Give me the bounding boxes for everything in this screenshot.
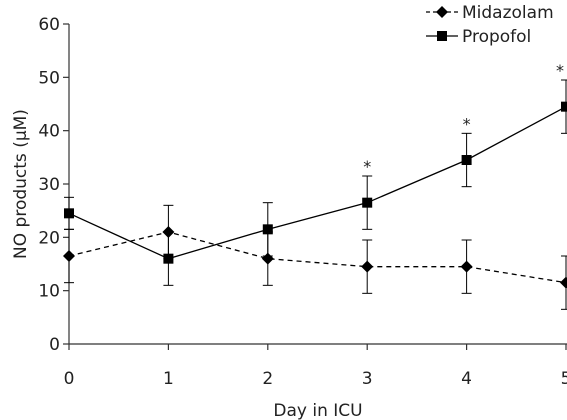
x-axis-title: Day in ICU [273, 401, 362, 420]
legend-marker [436, 6, 448, 18]
legend-label: Midazolam [462, 3, 554, 23]
propofol-line [68, 106, 567, 260]
axes: 0 10 20 30 40 50 60 0 1 2 3 4 5 Day in ICU NO products… [11, 15, 567, 420]
y-tick-label: 60 [38, 15, 60, 35]
series-group [63, 79, 567, 310]
x-tick-label: 4 [461, 369, 472, 389]
y-tick-label: 10 [38, 282, 60, 302]
legend-marker [437, 31, 447, 41]
y-axis-title: NO products (μM) [11, 109, 31, 259]
significance-marker: * [363, 157, 371, 176]
propofol-point [64, 208, 74, 219]
significance-marker: * [463, 114, 471, 133]
legend: Midazolam Propofol [426, 3, 554, 47]
x-tick-label: 0 [64, 369, 75, 389]
legend-item-midazolam: Midazolam [426, 3, 554, 23]
propofol-point [561, 101, 567, 112]
x-tick-label: 2 [262, 369, 273, 389]
propofol-point [362, 197, 373, 208]
midazolam-line [68, 231, 567, 284]
y-tick-label: 50 [38, 68, 60, 88]
annotations: * * * [363, 61, 564, 176]
series-midazolam [63, 204, 567, 310]
y-tick-label: 20 [38, 228, 60, 248]
legend-label: Propofol [462, 27, 531, 47]
x-tick-label: 3 [362, 369, 373, 389]
y-tick-label: 0 [49, 335, 60, 355]
series-propofol [64, 79, 567, 286]
midazolam-point [560, 276, 567, 289]
propofol-point [461, 155, 472, 165]
y-tick-label: 30 [38, 175, 60, 195]
propofol-point [163, 253, 174, 264]
propofol-point [262, 224, 273, 235]
midazolam-point [460, 260, 473, 273]
y-tick-label: 40 [38, 122, 60, 142]
legend-item-propofol: Propofol [426, 27, 531, 47]
midazolam-point [63, 250, 75, 262]
x-tick-label: 1 [163, 369, 174, 389]
midazolam-point [361, 260, 374, 273]
x-tick-label: 5 [561, 369, 567, 389]
significance-marker: * [556, 61, 564, 80]
